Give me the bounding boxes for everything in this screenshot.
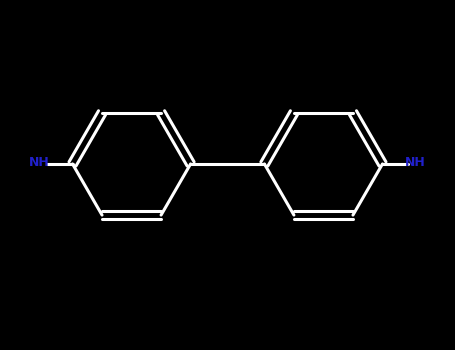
Text: NH: NH [405, 156, 426, 169]
Text: NH: NH [29, 156, 50, 169]
